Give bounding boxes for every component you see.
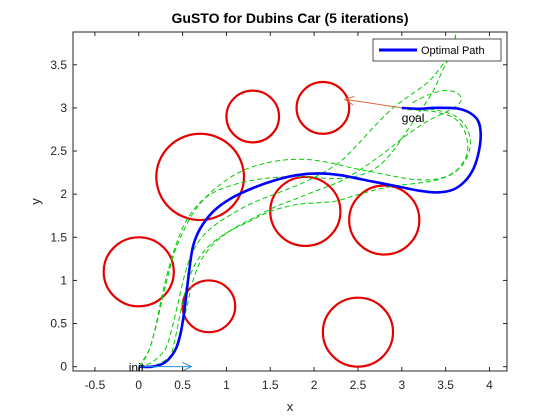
y-tick-label: 1.5 <box>50 230 67 244</box>
obstacle-circle-8 <box>321 296 395 368</box>
goal-arrow-head <box>343 95 355 106</box>
iteration-trajectory-4 <box>138 32 457 368</box>
arrows-layer <box>138 95 402 371</box>
x-tick-label: 0.5 <box>174 378 191 392</box>
annotation-goal: goal <box>402 111 425 125</box>
plot-border <box>72 31 508 372</box>
x-tick-label: 3.5 <box>437 378 454 392</box>
x-tick-label: 4 <box>486 378 493 392</box>
optimal-path-line <box>138 106 483 369</box>
goal-arrow-shaft <box>344 98 402 109</box>
obstacle-circle-4 <box>102 236 175 308</box>
y-tick-label: 0 <box>60 360 67 374</box>
legend: Optimal Path <box>372 38 502 62</box>
chart-title: GuSTO for Dubins Car (5 iterations) <box>172 10 409 26</box>
x-tick-label: 1 <box>223 378 230 392</box>
obstacle-circle-2 <box>225 89 281 144</box>
init-arrow-head <box>182 361 193 371</box>
iteration-trajectory-5 <box>138 90 462 368</box>
obstacle-circle-7 <box>348 184 421 256</box>
x-tick-label: 1.5 <box>262 378 279 392</box>
y-tick-label: 2.5 <box>50 144 67 158</box>
legend-label-optimal-path: Optimal Path <box>421 45 485 57</box>
y-tick-label: 3 <box>60 101 67 115</box>
optimal-path-layer <box>138 106 483 369</box>
obstacle-circle-5 <box>181 279 237 334</box>
obstacle-circle-1 <box>155 132 246 222</box>
x-tick-label: -0.5 <box>85 378 106 392</box>
x-tick-label: 2 <box>311 378 318 392</box>
plot-area: init goal <box>72 31 508 375</box>
obstacle-circle-3 <box>295 80 351 135</box>
legend-box <box>372 38 502 62</box>
annotation-init: init <box>129 361 145 375</box>
y-axis-label: y <box>28 198 43 205</box>
x-tick-label: 0 <box>135 378 142 392</box>
iteration-trajectory-3 <box>138 107 471 367</box>
x-axis-label: x <box>287 399 294 414</box>
iteration-trajectory-2 <box>138 109 469 368</box>
x-tick-label: 2.5 <box>350 378 367 392</box>
x-tick-label: 3 <box>398 378 405 392</box>
y-axis: 0 0.5 1 1.5 2 2.5 3 3.5 <box>50 58 507 374</box>
y-tick-label: 3.5 <box>50 58 67 72</box>
y-tick-label: 2 <box>60 187 67 201</box>
x-axis: -0.5 0 0.5 1 1.5 2 2.5 3 3.5 4 <box>85 32 493 392</box>
y-tick-label: 1 <box>60 273 67 287</box>
y-tick-label: 0.5 <box>50 317 67 331</box>
